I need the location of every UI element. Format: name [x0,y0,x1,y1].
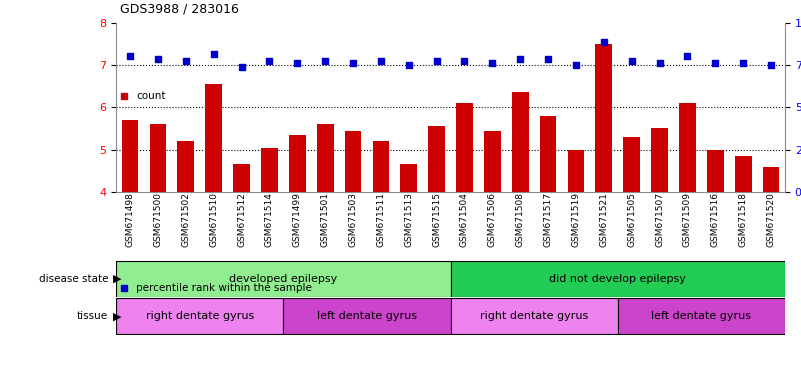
Bar [261,147,278,361]
Bar [178,141,194,361]
Bar [595,44,612,361]
Point [541,56,554,62]
Point [347,60,360,66]
Text: GSM671509: GSM671509 [683,192,692,247]
Text: GSM671516: GSM671516 [710,192,720,247]
Text: GSM671512: GSM671512 [237,192,246,247]
Text: did not develop epilepsy: did not develop epilepsy [549,273,686,284]
Bar [116,260,450,297]
Text: tissue: tissue [77,311,108,321]
Text: percentile rank within the sample: percentile rank within the sample [136,283,312,293]
Point [653,60,666,66]
Point [430,58,443,64]
Text: ▶: ▶ [113,273,122,284]
Point [513,56,526,62]
Bar [122,120,139,361]
Point [458,58,471,64]
Text: GSM671514: GSM671514 [265,192,274,247]
Point [235,64,248,70]
Bar [456,103,473,361]
Bar [568,150,585,361]
Text: GSM671515: GSM671515 [432,192,441,247]
Point [570,62,582,68]
Text: count: count [136,91,166,101]
Bar [317,124,333,361]
Bar [763,167,779,361]
Text: left dentate gyrus: left dentate gyrus [317,311,417,321]
Bar [429,126,445,361]
Text: GSM671520: GSM671520 [767,192,775,247]
Bar [484,131,501,361]
Text: GSM671504: GSM671504 [460,192,469,247]
Text: right dentate gyrus: right dentate gyrus [146,311,254,321]
Point [123,53,136,60]
Text: GSM671507: GSM671507 [655,192,664,247]
Point [263,58,276,64]
Bar [372,141,389,361]
Text: GSM671519: GSM671519 [571,192,581,247]
Point [626,58,638,64]
Point [375,58,388,64]
Text: GSM671500: GSM671500 [154,192,163,247]
Bar [651,129,668,361]
Point [709,60,722,66]
Bar [623,137,640,361]
Text: GSM671498: GSM671498 [126,192,135,247]
Bar [289,135,306,361]
Bar [284,298,450,334]
Text: GSM671510: GSM671510 [209,192,218,247]
Point [291,60,304,66]
Text: disease state: disease state [38,273,108,284]
Bar [450,260,785,297]
Point [151,56,164,62]
Bar [116,298,284,334]
Point [207,51,220,58]
Text: GSM671506: GSM671506 [488,192,497,247]
Point [179,58,192,64]
Text: right dentate gyrus: right dentate gyrus [480,311,588,321]
Text: developed epilepsy: developed epilepsy [229,273,337,284]
Bar [400,164,417,361]
Point [765,62,778,68]
Point [681,53,694,60]
Bar [205,84,222,361]
Text: left dentate gyrus: left dentate gyrus [651,311,751,321]
Bar [540,116,557,361]
Bar [707,150,723,361]
Text: GSM671503: GSM671503 [348,192,357,247]
Point [737,60,750,66]
Text: GSM671499: GSM671499 [293,192,302,247]
Bar [233,164,250,361]
Bar [344,131,361,361]
Text: GSM671517: GSM671517 [544,192,553,247]
Text: GSM671502: GSM671502 [181,192,191,247]
Point [486,60,499,66]
Text: GSM671513: GSM671513 [405,192,413,247]
Bar [450,298,618,334]
Text: ▶: ▶ [113,311,122,321]
Text: GSM671518: GSM671518 [739,192,747,247]
Text: GSM671501: GSM671501 [320,192,330,247]
Point [402,62,415,68]
Bar [618,298,785,334]
Point [598,38,610,45]
Text: GSM671511: GSM671511 [376,192,385,247]
Bar [512,93,529,361]
Bar [735,156,751,361]
Bar [679,103,696,361]
Text: GDS3988 / 283016: GDS3988 / 283016 [120,3,239,16]
Text: GSM671505: GSM671505 [627,192,636,247]
Text: GSM671521: GSM671521 [599,192,608,247]
Text: GSM671508: GSM671508 [516,192,525,247]
Bar [150,124,167,361]
Point [319,58,332,64]
